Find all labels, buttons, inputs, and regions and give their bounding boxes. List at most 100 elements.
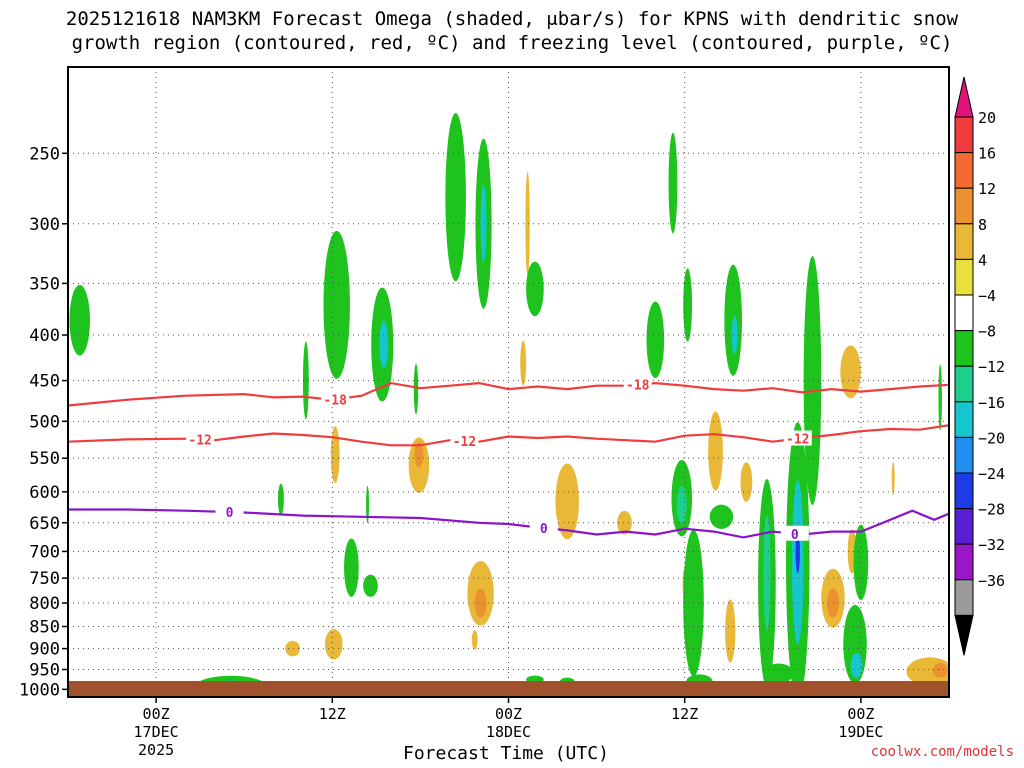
colorbar-swatch: [954, 472, 974, 510]
omega-region: [324, 629, 343, 660]
colorbar-label: −16: [978, 394, 1005, 412]
colorbar: 20 16 12 8 4 −4 −8 −12 −16 −20 −24 −28 −32 −36: [954, 76, 1005, 656]
x-tick-label: 00Z: [495, 705, 522, 723]
y-tick-label: 500: [29, 412, 60, 432]
omega-region: [414, 441, 424, 468]
colorbar-bottom-cap: [954, 614, 974, 656]
colorbar-swatch: [954, 543, 974, 581]
colorbar-swatch: [954, 330, 974, 367]
colorbar-swatch: [954, 365, 974, 403]
y-tick-label: 850: [29, 617, 60, 637]
contour-label: -12: [786, 433, 809, 448]
omega-region: [683, 268, 693, 342]
omega-region: [617, 510, 632, 535]
y-tick-label: 450: [29, 372, 60, 392]
omega-region: [709, 504, 734, 529]
contour-label-bg: [529, 520, 558, 536]
x-tick-label: 00Z: [847, 705, 874, 723]
omega-region: [932, 663, 948, 678]
omega-region: [840, 345, 861, 399]
contour-label-bg: [186, 431, 215, 447]
y-tick-label: 350: [29, 274, 60, 294]
y-tick-label: 550: [29, 449, 60, 469]
colorbar-label: −24: [978, 465, 1005, 483]
colorbar-swatch: [954, 258, 974, 296]
colorbar-swatch: [954, 152, 974, 189]
contour-label-bg: [321, 391, 350, 407]
colorbar-swatch: [954, 294, 974, 332]
omega-region: [646, 301, 665, 379]
omega-region: [323, 230, 350, 379]
colorbar-swatch: [954, 436, 974, 474]
colorbar-label: 12: [978, 180, 996, 198]
colorbar-label: −12: [978, 358, 1005, 376]
omega-region: [69, 284, 91, 356]
omega-region: [891, 462, 895, 496]
omega-region: [285, 640, 300, 657]
omega-region: [366, 485, 370, 524]
colorbar-label: −32: [978, 536, 1005, 554]
omega-region: [725, 599, 736, 663]
colorbar-swatch: [954, 579, 974, 616]
colorbar-top-cap: [954, 76, 974, 118]
contour-line: [68, 424, 949, 447]
omega-region: [363, 574, 378, 597]
omega-region: [379, 320, 389, 369]
y-tick-label: 800: [29, 594, 60, 614]
colorbar-label: 16: [978, 145, 996, 163]
omega-region: [526, 261, 544, 317]
x-tick-label: 19DEC: [838, 723, 883, 741]
contour-label: -12: [453, 435, 476, 450]
omega-region: [668, 132, 678, 234]
contour-label-bg: [783, 430, 812, 446]
omega-region: [555, 463, 579, 540]
y-tick-label: 1000: [19, 680, 60, 700]
omega-region: [938, 364, 942, 431]
omega-shading: [69, 112, 949, 697]
contour-label-bg: [623, 376, 652, 392]
y-tick-label: 700: [29, 542, 60, 562]
omega-region: [520, 340, 527, 386]
x-tick-label: 17DEC: [134, 723, 179, 741]
watermark: coolwx.com/models: [870, 744, 1014, 760]
colorbar-swatch: [954, 116, 974, 154]
contour-label-bg: [780, 525, 809, 541]
colorbar-label: −20: [978, 429, 1005, 447]
x-tick-label: 18DEC: [486, 723, 531, 741]
chart-title-line1: 2025121618 NAM3KM Forecast Omega (shaded…: [65, 8, 959, 30]
y-tick-label: 900: [29, 640, 60, 660]
y-tick-label: 600: [29, 483, 60, 503]
contour-lines: -18 -18 -12 -12 -12 0 0 0: [68, 376, 949, 543]
y-tick-label: 950: [29, 661, 60, 681]
omega-region: [525, 171, 530, 276]
colorbar-label: 4: [978, 251, 987, 269]
colorbar-swatch: [954, 508, 974, 545]
y-tick-label: 650: [29, 514, 60, 534]
contour-label: 0: [226, 506, 234, 521]
contour-label: -18: [626, 379, 650, 394]
contour-label: -18: [323, 393, 347, 408]
contour-line: [68, 508, 949, 539]
omega-region: [471, 630, 478, 650]
contour-line: [68, 381, 949, 407]
omega-region: [474, 588, 487, 618]
colorbar-label: −4: [978, 287, 996, 305]
omega-region: [763, 663, 794, 684]
omega-region: [445, 112, 466, 282]
y-tick-label: 250: [29, 144, 60, 164]
y-tick-label: 300: [29, 215, 60, 235]
y-tick-label: 750: [29, 569, 60, 589]
x-tick-label: 12Z: [319, 705, 346, 723]
omega-region: [740, 462, 753, 502]
omega-region: [850, 653, 863, 678]
x-tick-label: 12Z: [671, 705, 698, 723]
ground-surface: [68, 681, 949, 697]
colorbar-label: 8: [978, 216, 987, 234]
contour-label: 0: [791, 528, 799, 543]
colorbar-swatch: [954, 401, 974, 438]
grid-lines: [68, 67, 949, 697]
colorbar-swatch: [954, 187, 974, 225]
x-axis-title: Forecast Time (UTC): [403, 743, 609, 764]
